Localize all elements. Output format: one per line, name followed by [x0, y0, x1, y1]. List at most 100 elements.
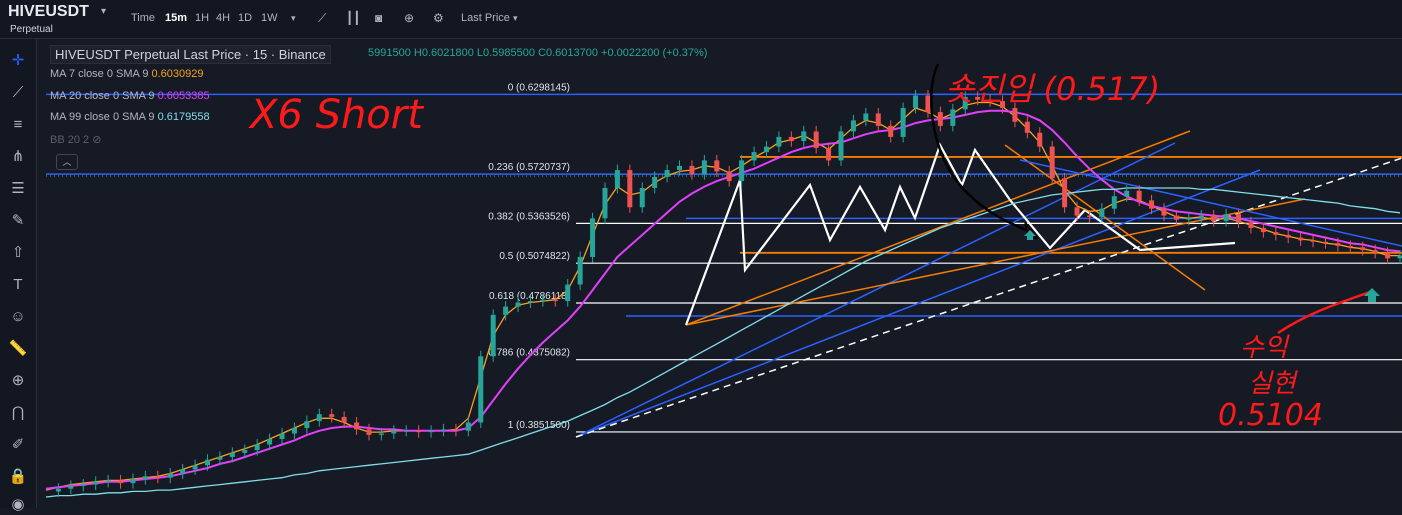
candle-body: [106, 480, 111, 481]
candle-body: [143, 476, 148, 479]
candle-body: [1360, 247, 1365, 250]
candle-body: [1075, 207, 1080, 215]
candle-body: [267, 439, 272, 445]
legend-bb[interactable]: BB 20 2 ⊘: [50, 133, 101, 146]
fib-level-label: 0 (0.6298145): [508, 82, 570, 93]
bb-label: BB 20 2: [50, 134, 89, 146]
candle-body: [615, 170, 620, 188]
candle-body: [317, 414, 322, 421]
candle-body: [565, 285, 570, 302]
candle-body: [677, 166, 682, 170]
candle-body: [1211, 216, 1216, 222]
candle-body: [404, 431, 409, 432]
moving-averages: [46, 103, 1400, 498]
candle-body: [280, 434, 285, 440]
candle-body: [863, 113, 868, 120]
candle-body: [441, 429, 446, 430]
candle-body: [851, 120, 856, 131]
candle-body: [839, 131, 844, 160]
candle-body: [1186, 218, 1191, 219]
candle-body: [764, 147, 769, 153]
candle-body: [1298, 238, 1303, 241]
candle-body: [888, 126, 893, 137]
candle-body: [453, 429, 458, 430]
candle-body: [1236, 214, 1241, 222]
blue-trendline: [576, 143, 1175, 437]
candle-body: [702, 160, 707, 174]
candle-body: [1385, 253, 1390, 259]
candle-body: [1323, 242, 1328, 243]
ma-line-2: [46, 188, 1400, 497]
candle-body: [938, 112, 943, 126]
eye-off-icon[interactable]: ⊘: [92, 134, 101, 146]
candle-body: [901, 108, 906, 137]
candle-body: [503, 307, 508, 315]
candle-body: [168, 474, 173, 478]
candle-body: [689, 166, 694, 174]
candle-body: [1012, 108, 1017, 122]
candle-body: [876, 113, 881, 125]
candle-body: [1025, 122, 1030, 133]
candle-body: [950, 109, 955, 126]
candle-body: [1174, 216, 1179, 220]
candle-body: [1224, 214, 1229, 221]
candle-body: [826, 148, 831, 160]
candle-body: [81, 485, 86, 486]
take-profit-price-annotation: 0.5104: [1218, 398, 1323, 433]
fib-level-label: 0.618 (0.4786118): [489, 291, 570, 302]
candle-body: [553, 300, 558, 301]
candle-body: [379, 434, 384, 435]
ma20-value: 0.6053385: [158, 90, 210, 102]
candle-body: [1124, 191, 1129, 197]
ma99-label: MA 99 close 0 SMA 9: [50, 111, 155, 123]
candle-body: [205, 460, 210, 466]
candle-body: [366, 429, 371, 435]
short-annotation: X6 Short: [248, 92, 424, 138]
candle-body: [1050, 147, 1055, 179]
candle-body: [1037, 133, 1042, 147]
candle-body: [466, 422, 471, 430]
candle-body: [391, 431, 396, 434]
candle-body: [516, 302, 521, 306]
candle-body: [925, 96, 930, 113]
fib-level-label: 1 (0.3851500): [508, 420, 570, 431]
take-profit-annotation-1: 수익: [1240, 333, 1290, 363]
candle-body: [1062, 178, 1067, 207]
candle-body: [93, 482, 98, 485]
candle-body: [416, 431, 421, 432]
candle-body: [1348, 246, 1353, 247]
fib-level-label: 0.236 (0.5720737): [488, 162, 570, 173]
legend-collapse-button[interactable]: ︿: [56, 154, 78, 170]
entry-annotation: 숏진입 (0.517): [945, 70, 1160, 108]
candle-body: [118, 480, 123, 483]
ma99-value: 0.6179558: [158, 111, 210, 123]
candle-body: [68, 486, 73, 489]
candle-body: [578, 257, 583, 285]
candle-body: [776, 137, 781, 147]
candle-body: [627, 170, 632, 207]
candle-body: [1149, 200, 1154, 208]
legend-ma20[interactable]: MA 20 close 0 SMA 9 0.6053385: [50, 90, 210, 102]
candles: [56, 90, 1402, 497]
candle-body: [329, 414, 334, 417]
candle-body: [478, 356, 483, 422]
candle-body: [602, 188, 607, 218]
candle-body: [130, 479, 135, 483]
candle-body: [1273, 232, 1278, 235]
candle-body: [429, 431, 434, 432]
candle-body: [1373, 250, 1378, 253]
candle-body: [714, 160, 719, 171]
legend-ma7[interactable]: MA 7 close 0 SMA 9 0.6030929: [50, 68, 204, 80]
candle-body: [180, 469, 185, 473]
candle-body: [304, 421, 309, 428]
candle-body: [230, 453, 235, 457]
legend-ma99[interactable]: MA 99 close 0 SMA 9 0.6179558: [50, 111, 210, 123]
candle-body: [354, 422, 359, 429]
candle-body: [727, 171, 732, 181]
legend-title[interactable]: HIVEUSDT Perpetual Last Price · 15 · Bin…: [50, 45, 331, 64]
fib-level-label: 0.382 (0.5363526): [488, 211, 570, 222]
ma7-label: MA 7 close 0 SMA 9: [50, 68, 148, 80]
fib-level-label: 0.5 (0.5074822): [499, 251, 570, 262]
